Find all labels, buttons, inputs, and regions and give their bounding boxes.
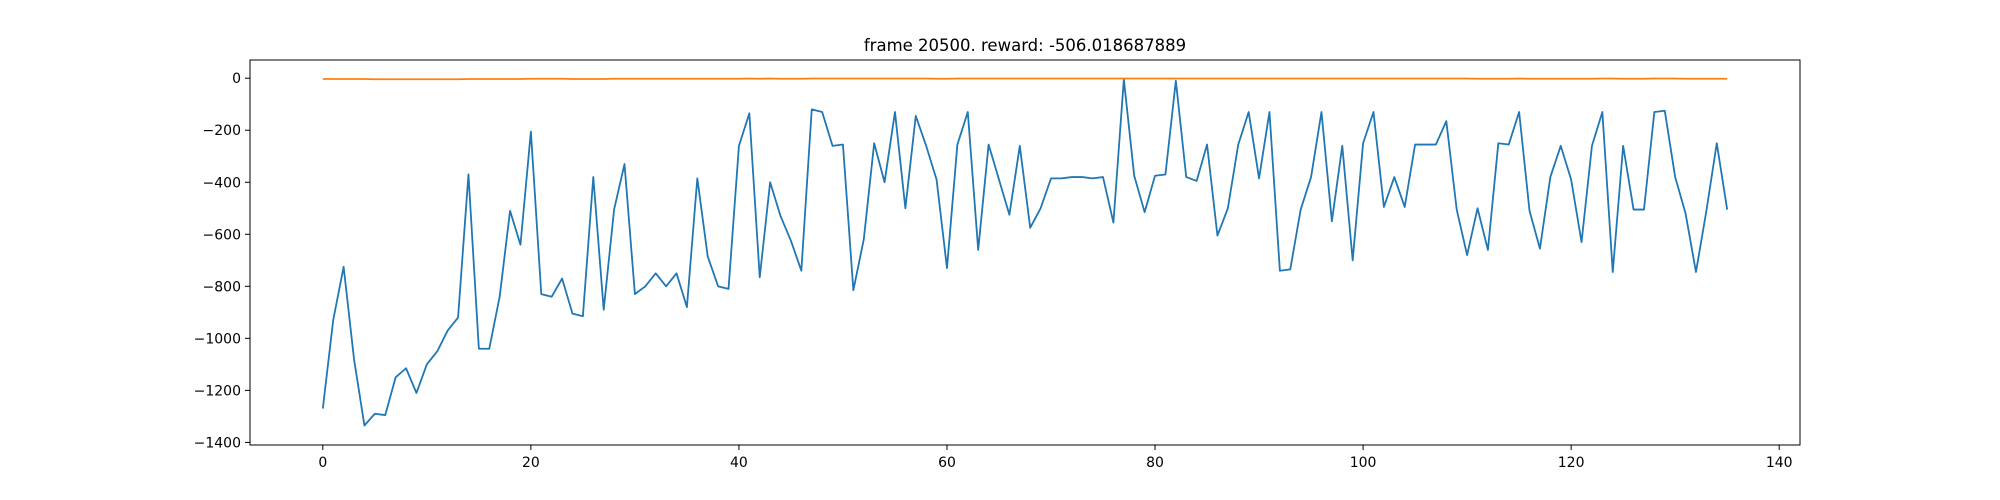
x-tick-label: 20 — [522, 455, 540, 471]
series-layer — [321, 77, 1729, 427]
axis-layer: 0 20 40 60 80 100 120 140 0 −200 −400 −600 −800 −1000… — [194, 71, 1793, 471]
y-tick-label: 0 — [232, 71, 241, 87]
y-tick-label: −400 — [203, 175, 241, 191]
x-tick-label: 120 — [1558, 455, 1585, 471]
x-tick-label: 100 — [1350, 455, 1377, 471]
chart-title: frame 20500. reward: -506.018687889 — [864, 36, 1186, 55]
y-tick-label: −1200 — [194, 383, 241, 399]
y-tick-label: −800 — [203, 279, 241, 295]
x-tick-label: 80 — [1146, 455, 1164, 471]
x-tick-label: 40 — [730, 455, 748, 471]
series-line-2 — [322, 77, 1728, 81]
x-tick-label: 140 — [1766, 455, 1793, 471]
y-tick-label: −1400 — [194, 435, 241, 451]
y-tick-label: −1000 — [194, 331, 241, 347]
plot-frame — [249, 59, 1801, 446]
x-tick-label: 60 — [938, 455, 956, 471]
series-line-1 — [321, 78, 1729, 427]
y-tick-label: −600 — [203, 227, 241, 243]
y-tick-label: −200 — [203, 123, 241, 139]
x-tick-label: 0 — [318, 455, 327, 471]
